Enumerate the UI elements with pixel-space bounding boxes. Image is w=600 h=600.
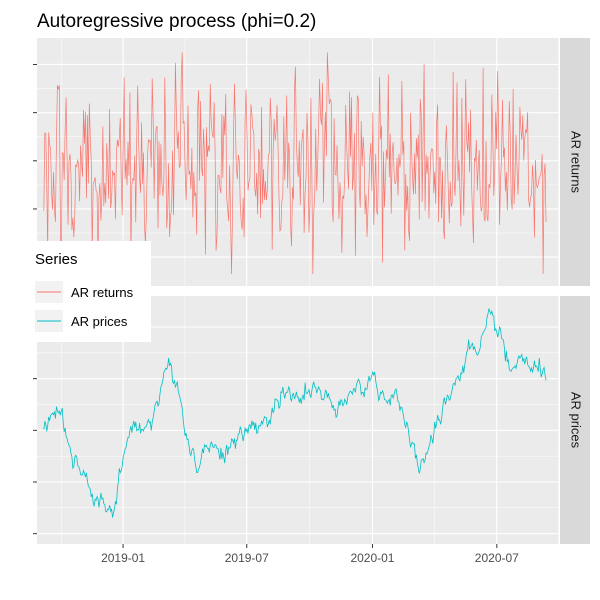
strip-label-ar-prices: AR prices bbox=[569, 392, 584, 449]
legend: Series AR returns AR prices bbox=[27, 241, 151, 342]
series-ar-prices-path bbox=[43, 308, 547, 518]
legend-label-ar-prices: AR prices bbox=[71, 314, 128, 329]
x-axis: 2019-01 2019-07 2020-01 2020-07 bbox=[101, 544, 519, 565]
chart-title: Autoregressive process (phi=0.2) bbox=[37, 11, 316, 32]
strip-ar-prices bbox=[560, 296, 590, 544]
series-ar-prices-line bbox=[43, 308, 547, 518]
panel-ar-prices-y-ticks bbox=[33, 326, 37, 535]
panel-ar-prices-gridlines bbox=[37, 296, 559, 544]
x-tick-label: 2019-01 bbox=[101, 551, 145, 565]
legend-title: Series bbox=[35, 251, 78, 268]
series-ar-returns-path bbox=[43, 52, 547, 274]
x-tick-label: 2020-01 bbox=[350, 551, 394, 565]
legend-label-ar-returns: AR returns bbox=[71, 285, 134, 300]
strip-ar-returns bbox=[560, 38, 590, 286]
series-ar-returns-line bbox=[43, 52, 547, 274]
strip-label-ar-returns: AR returns bbox=[569, 131, 584, 194]
x-tick-label: 2019-07 bbox=[225, 551, 269, 565]
x-tick-label: 2020-07 bbox=[475, 551, 519, 565]
panel-ar-returns-y-ticks bbox=[33, 63, 37, 258]
